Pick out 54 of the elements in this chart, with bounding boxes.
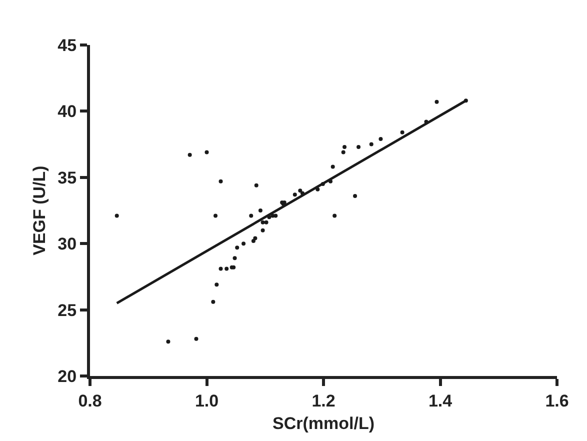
point (292, 192, 297, 197)
point (342, 144, 347, 149)
point (274, 214, 278, 218)
point (353, 194, 358, 198)
point (378, 137, 383, 141)
point (254, 183, 258, 188)
x-axis-title: SCr(mmol/L) (272, 414, 374, 433)
point (235, 246, 240, 250)
point (300, 191, 304, 196)
point (218, 179, 223, 184)
x-tick-label: 0.8 (78, 391, 102, 410)
point (260, 228, 265, 232)
point (320, 182, 325, 186)
point (298, 188, 302, 193)
point (356, 144, 361, 149)
y-tick-label: 40 (58, 102, 77, 122)
x-tick-label: 1.6 (545, 391, 569, 410)
x-tick-label: 1.4 (428, 391, 453, 410)
point (166, 340, 170, 344)
y-tick-label: 45 (58, 36, 77, 55)
point (232, 256, 237, 260)
point (260, 220, 265, 224)
point (224, 266, 229, 271)
y-tick-label: 25 (58, 300, 77, 320)
x-tick-label: 1.2 (312, 391, 336, 410)
point (328, 179, 333, 184)
point (330, 164, 335, 169)
point (369, 142, 374, 146)
point (464, 98, 468, 103)
point (114, 214, 119, 218)
y-tick-label: 20 (58, 366, 77, 386)
point (214, 282, 219, 287)
point (258, 208, 262, 212)
point (188, 152, 192, 157)
point (214, 214, 218, 218)
y-tick-label: 30 (58, 234, 77, 254)
y-axis-title: VEGF (U/L) (30, 166, 50, 256)
point (424, 120, 428, 124)
point (194, 336, 198, 341)
point (251, 238, 256, 243)
point (267, 215, 272, 220)
point (204, 150, 209, 154)
point (218, 266, 223, 271)
point (264, 220, 268, 224)
point (341, 150, 346, 154)
point (316, 187, 320, 192)
point (400, 130, 404, 134)
point (242, 242, 246, 246)
point (211, 300, 216, 304)
point (332, 214, 337, 218)
point (249, 214, 254, 218)
x-tick-label: 1.0 (194, 391, 219, 410)
y-tick-label: 35 (58, 168, 77, 188)
point (434, 100, 439, 104)
